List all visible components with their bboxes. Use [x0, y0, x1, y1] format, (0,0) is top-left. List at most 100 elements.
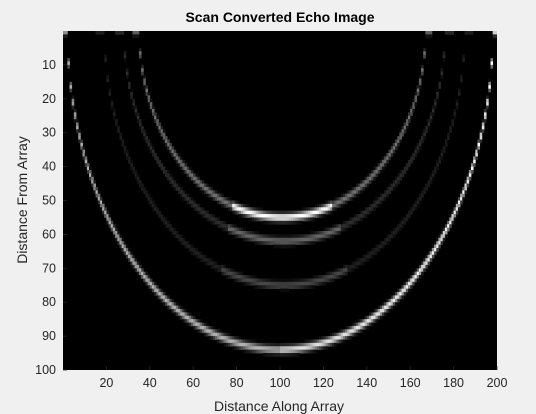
- heat-cell: [269, 210, 272, 215]
- heat-cell: [125, 68, 129, 73]
- heat-cell: [201, 254, 205, 259]
- heat-cell: [453, 112, 457, 117]
- heat-cell: [210, 329, 214, 334]
- heat-cell: [125, 153, 129, 157]
- heat-cell: [238, 275, 242, 279]
- heat-cell: [136, 112, 140, 117]
- heat-cell: [336, 200, 339, 205]
- heat-cell: [475, 146, 478, 151]
- heat-cell: [210, 336, 214, 340]
- heat-cell: [73, 115, 77, 120]
- heat-cell: [431, 176, 435, 181]
- heat-cell: [368, 207, 372, 212]
- heat-cell: [121, 139, 125, 144]
- heat-cell: [421, 136, 424, 140]
- heat-cell: [162, 169, 166, 174]
- heat-cell: [288, 342, 292, 347]
- heat-cell: [282, 220, 285, 225]
- heat-cell: [306, 346, 309, 351]
- heat-cell: [362, 180, 366, 184]
- heat-cell: [264, 210, 268, 215]
- heat-cell: [169, 176, 172, 181]
- heat-cell: [223, 220, 227, 225]
- heat-cell: [201, 214, 205, 218]
- heat-cell: [449, 129, 452, 134]
- heat-cell: [329, 227, 333, 232]
- heat-cell: [112, 234, 116, 239]
- heat-cell: [303, 281, 307, 286]
- heat-cell: [416, 268, 420, 273]
- heat-cell: [434, 169, 437, 174]
- heat-cell: [408, 210, 411, 215]
- heat-cell: [138, 51, 142, 56]
- heat-cell: [399, 169, 402, 174]
- heat-cell: [425, 129, 428, 134]
- heat-cell: [193, 315, 196, 320]
- heat-cell: [293, 237, 296, 242]
- heat-cell: [486, 95, 489, 100]
- heat-cell: [169, 298, 172, 303]
- image-background: [63, 31, 497, 370]
- heat-cell: [412, 156, 415, 161]
- heat-cell: [423, 136, 426, 140]
- heat-cell: [256, 214, 259, 218]
- heat-cell: [223, 339, 227, 344]
- heat-cell: [223, 271, 227, 276]
- heat-cell: [338, 197, 342, 201]
- heat-cell: [384, 312, 387, 317]
- heat-cell: [258, 210, 261, 215]
- heat-cell: [473, 153, 476, 157]
- heat-cell: [151, 207, 155, 212]
- heat-cell: [253, 275, 257, 279]
- heat-cell: [269, 353, 272, 357]
- heat-cell: [306, 234, 309, 239]
- y-tick-label: 20: [42, 92, 56, 106]
- heat-cell: [273, 244, 277, 249]
- heat-cell: [227, 336, 231, 340]
- heat-cell: [164, 298, 168, 303]
- heat-cell: [164, 173, 168, 178]
- heat-cell: [455, 98, 459, 103]
- heat-cell: [431, 108, 435, 113]
- heat-cell: [306, 285, 309, 290]
- heat-cell: [286, 285, 290, 290]
- heat-cell: [156, 119, 159, 123]
- heat-cell: [329, 332, 333, 337]
- heat-cell: [332, 332, 335, 337]
- heat-cell: [427, 31, 431, 35]
- heat-cell: [232, 224, 235, 229]
- heat-cell: [282, 281, 285, 286]
- heat-cell: [221, 193, 224, 198]
- heat-cell: [136, 176, 140, 181]
- heat-cell: [243, 227, 246, 232]
- heat-cell: [440, 241, 444, 245]
- heat-cell: [84, 163, 88, 167]
- heat-cell: [178, 159, 181, 164]
- heat-cell: [340, 203, 344, 208]
- heat-cell: [431, 247, 435, 252]
- heat-cell: [266, 353, 270, 357]
- heat-cell: [188, 176, 192, 181]
- heat-cell: [162, 166, 166, 171]
- heat-cell: [377, 305, 381, 310]
- heat-cell: [243, 346, 246, 351]
- heat-cell: [377, 200, 381, 205]
- heat-cell: [240, 231, 244, 235]
- heat-cell: [134, 261, 138, 266]
- heat-cell: [262, 281, 266, 286]
- heat-cell: [128, 251, 131, 256]
- heat-cell: [275, 349, 279, 354]
- heat-cell: [388, 308, 392, 313]
- heat-cell: [184, 166, 188, 171]
- heat-cell: [347, 336, 350, 340]
- heat-cell: [271, 353, 274, 357]
- heat-cell: [384, 302, 387, 306]
- heat-cell: [358, 186, 361, 191]
- heat-cell: [386, 234, 389, 239]
- heat-cell: [373, 315, 376, 320]
- heat-cell: [286, 342, 290, 347]
- heat-cell: [286, 281, 290, 286]
- heat-cell: [167, 176, 170, 181]
- heat-cell: [78, 136, 81, 140]
- heat-cell: [303, 234, 307, 239]
